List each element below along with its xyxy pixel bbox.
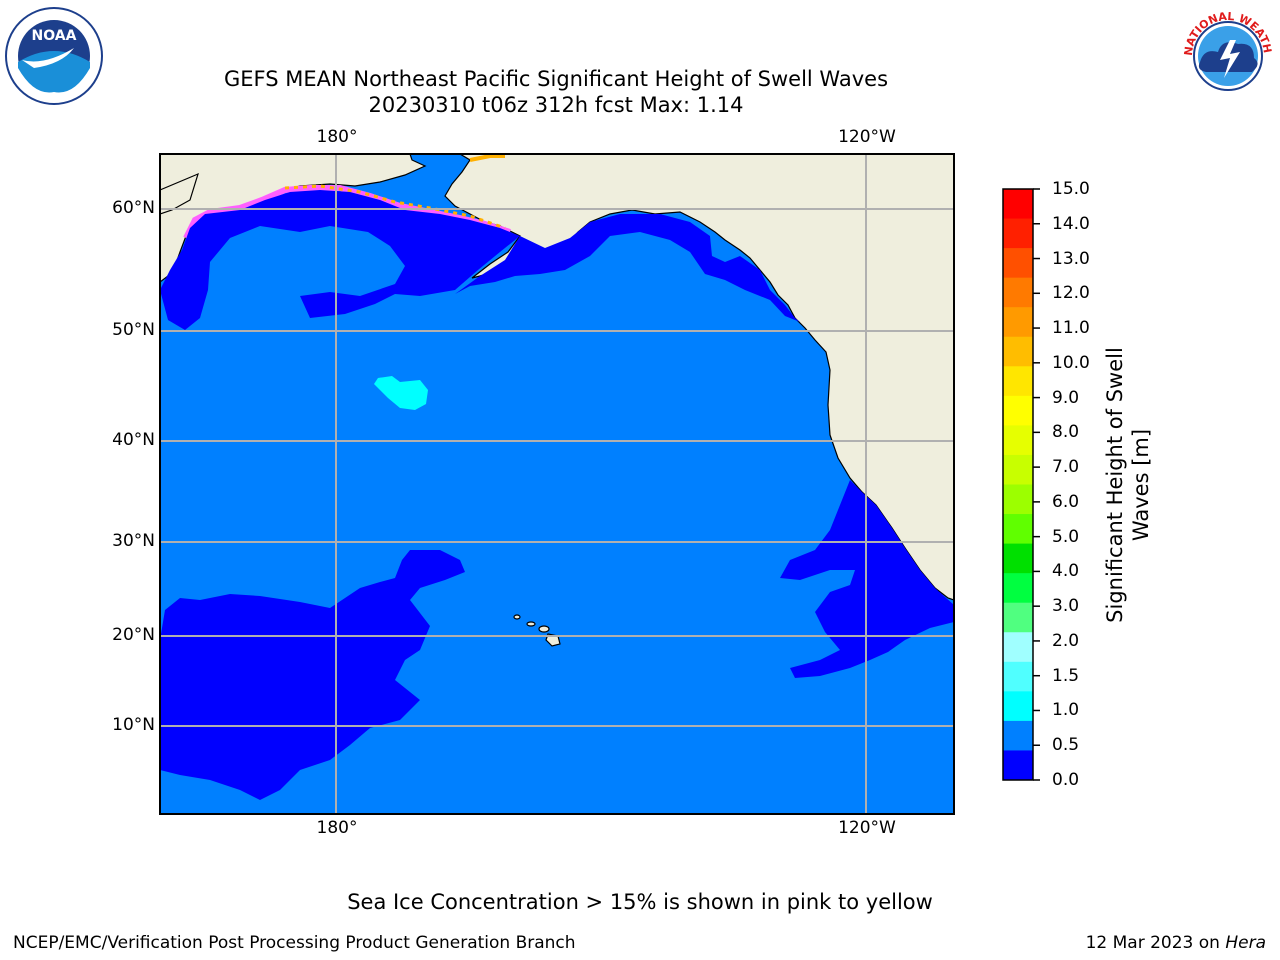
colorbar-tick-label: 0.0 [1052,770,1080,790]
colorbar-tick-label: 4.0 [1052,561,1080,582]
colorbar-segment [1003,632,1033,663]
colorbar-segment [1003,691,1033,722]
colorbar-tick-label: 2.0 [1052,630,1080,651]
colorbar-segment [1003,454,1033,485]
lat-label-40n: 40°N [112,430,155,450]
lat-label-60n: 60°N [112,198,155,218]
lat-label-20n: 20°N [112,625,155,645]
colorbar-segment [1003,573,1033,604]
colorbar-segment [1003,661,1033,692]
colorbar-segment [1003,543,1033,574]
colorbar-tick-label: 7.0 [1052,457,1080,478]
lon-label-bottom-180: 180° [316,818,358,838]
lon-label-top-180: 180° [316,127,358,147]
footer-date: 12 Mar 2023 on Hera [1086,933,1266,953]
colorbar-segment [1003,189,1033,220]
colorbar-tick-label: 14.0 [1052,213,1090,234]
graticule [160,154,954,814]
colorbar-tick-label: 15.0 [1052,179,1090,199]
low-swell-tropics [160,550,465,800]
cyan-swell-patch [374,376,428,410]
colorbar-segment [1003,514,1033,545]
colorbar-tick-label: 13.0 [1052,248,1090,269]
colorbar-tick-label: 11.0 [1052,318,1090,339]
colorbar-title: Significant Height of Swell Waves [m] [1103,347,1153,623]
colorbar-segment [1003,425,1033,456]
colorbar-tick-label: 10.0 [1052,352,1090,373]
colorbar-tick-label: 5.0 [1052,526,1080,547]
colorbar-tick-label: 8.0 [1052,422,1080,443]
low-swell-bering [160,190,520,330]
lat-label-50n: 50°N [112,320,155,340]
colorbar-segment [1003,248,1033,279]
colorbar-segment [1003,395,1033,426]
lon-label-top-120w: 120°W [838,127,896,147]
colorbar-tick-label: 0.5 [1052,735,1080,756]
colorbar-tick-label: 3.0 [1052,596,1080,617]
footer-date-text: 12 Mar 2023 on [1085,933,1226,953]
colorbar-segment [1003,602,1033,633]
chart-subtitle: 20230310 t06z 312h fcst Max: 1.14 [368,93,744,117]
noaa-logo-icon: NOAA [5,7,103,105]
svg-text:NOAA: NOAA [32,28,77,44]
lat-label-10n: 10°N [112,715,155,735]
colorbar-segment [1003,336,1033,367]
lat-label-30n: 30°N [112,531,155,551]
nws-logo-icon: NATIONAL WEATHER SERVICE [1178,6,1276,104]
chart-title: GEFS MEAN Northeast Pacific Significant … [223,67,889,91]
footer-branch: NCEP/EMC/Verification Post Processing Pr… [13,933,576,953]
colorbar-tick-label: 1.0 [1052,700,1080,721]
colorbar-tick-label: 1.5 [1052,665,1080,686]
lon-label-bottom-120w: 120°W [838,818,896,838]
colorbar-tick-label: 6.0 [1052,491,1080,512]
footer-machine: Hera [1225,933,1266,953]
colorbar-segment [1003,277,1033,308]
colorbar-tick-label: 9.0 [1052,387,1080,408]
colorbar-tick-label: 12.0 [1052,283,1090,304]
colorbar-segment [1003,750,1033,781]
colorbar-frame [1002,188,1034,781]
colorbar-segment [1003,366,1033,397]
colorbar-segment [1003,307,1033,338]
colorbar-segment [1003,218,1033,249]
colorbar [1003,188,1040,781]
sea-ice-note: Sea Ice Concentration > 15% is shown in … [347,890,933,914]
colorbar-segment [1003,484,1033,515]
map-frame [159,153,955,815]
colorbar-segment [1003,720,1033,751]
